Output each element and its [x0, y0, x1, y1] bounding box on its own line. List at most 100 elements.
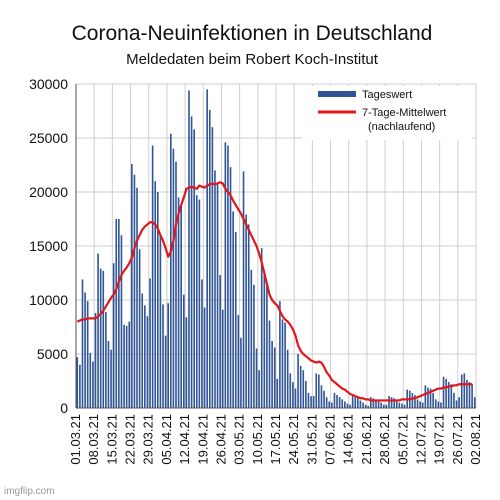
tageswert-bar [310, 396, 312, 408]
tageswert-bar [219, 275, 221, 408]
tageswert-bar [159, 236, 162, 408]
tageswert-bar [367, 405, 370, 408]
tageswert-bar [276, 378, 279, 408]
tageswert-bar [359, 400, 362, 408]
tageswert-bar [460, 374, 463, 408]
tageswert-bar [466, 379, 468, 408]
legend-mittelwert-label-line2: (nachlaufend) [368, 121, 435, 133]
tageswert-bar [421, 402, 424, 408]
x-tick-label: 08.03.21 [86, 414, 101, 465]
tageswert-bar [424, 385, 427, 408]
tageswert-bar [188, 90, 190, 408]
tageswert-bar [247, 224, 250, 408]
tageswert-bar [390, 397, 393, 408]
tageswert-bar [273, 347, 276, 408]
x-tick-label: 05.04.21 [159, 414, 174, 465]
tageswert-bar [198, 199, 201, 408]
tageswert-bar [258, 370, 260, 408]
x-tick-label: 15.03.21 [104, 414, 119, 465]
tageswert-bar [170, 133, 172, 408]
tageswert-bar [385, 404, 388, 408]
x-tick-label: 19.04.21 [195, 414, 210, 465]
tageswert-bar [331, 402, 333, 408]
tageswert-bar [255, 348, 258, 408]
mittelwert-line-layer [76, 181, 473, 402]
tageswert-bar [411, 392, 414, 408]
tageswert-bar [208, 109, 211, 409]
tageswert-bar [242, 171, 245, 408]
tageswert-bar [105, 311, 107, 408]
tageswert-bar [263, 270, 266, 408]
tageswert-bar [89, 352, 92, 408]
tageswert-bar [234, 231, 237, 408]
x-axis-tick-labels: 01.03.21 08.03.21 15.03.21 22.03.21 29.03.21… [68, 414, 483, 465]
legend: Tageswert 7-Tage-Mittelwert (nachlaufend… [302, 86, 472, 140]
chart-title: Corona-Neuinfektionen in Deutschland [72, 22, 433, 45]
tageswert-bar [151, 145, 154, 408]
tageswert-bar [349, 404, 351, 408]
tageswert-bar [447, 382, 450, 408]
tageswert-bar [442, 376, 445, 408]
tageswert-bar [344, 401, 346, 408]
tageswert-bar [305, 381, 307, 408]
tageswert-bar [341, 399, 344, 408]
tageswert-bar [370, 397, 372, 408]
legend-mittelwert-label: 7-Tage-Mittelwert [362, 107, 446, 119]
x-tick-label: 24.05.21 [286, 414, 301, 465]
chart-subtitle: Meldedaten beim Robert Koch-Institut [126, 51, 379, 68]
tageswert-bar [92, 361, 94, 408]
tageswert-bar [201, 279, 203, 408]
x-tick-label: 22.03.21 [123, 414, 138, 465]
tageswert-bar [81, 279, 84, 408]
tageswert-bar [102, 270, 105, 408]
tageswert-bar [193, 129, 195, 409]
tageswert-bar [180, 204, 182, 408]
tageswert-bar [79, 364, 81, 408]
tageswert-bar [427, 387, 429, 408]
tageswert-bar [318, 374, 320, 408]
tageswert-bar [403, 404, 406, 408]
tageswert-bar [432, 392, 434, 408]
tageswert-bar [136, 187, 138, 408]
y-axis-tick-labels: 0 5000 10000 15000 20000 25000 30000 [29, 76, 68, 416]
tageswert-bar [128, 321, 131, 408]
tageswert-bar [115, 219, 118, 408]
tageswert-bar [157, 192, 159, 408]
tageswert-bar [86, 301, 89, 408]
tageswert-bar [468, 382, 471, 408]
x-tick-label: 03.05.21 [232, 414, 247, 465]
tageswert-bar [224, 142, 227, 408]
tageswert-bar [297, 354, 299, 408]
tageswert-bar [167, 303, 170, 408]
tageswert-bar [437, 401, 440, 408]
tageswert-bar [440, 402, 442, 408]
tageswert-bar [266, 284, 268, 408]
x-tick-label: 19.07.21 [432, 414, 447, 465]
tageswert-bar [336, 395, 338, 408]
tageswert-bar [414, 395, 416, 408]
mittelwert-line [76, 181, 473, 402]
x-tick-label: 05.07.21 [395, 414, 410, 465]
tageswert-bar [292, 382, 294, 408]
tageswert-bar [320, 385, 323, 408]
tageswert-bar [177, 197, 180, 408]
tageswert-bar [118, 219, 120, 408]
tageswert-bar [216, 184, 219, 408]
y-tick-label: 5000 [37, 346, 68, 362]
tageswert-bar [445, 378, 447, 408]
tageswert-bar [141, 293, 144, 408]
tageswert-bar [112, 263, 115, 408]
x-tick-label: 07.06.21 [323, 414, 338, 465]
tageswert-bar [190, 116, 193, 409]
watermark: imgflip.com [4, 486, 55, 497]
tageswert-bar [144, 305, 146, 408]
x-tick-label: 17.05.21 [268, 414, 283, 465]
x-tick-label: 01.03.21 [68, 414, 83, 465]
tageswert-bar [388, 396, 390, 408]
tageswert-bar [323, 390, 325, 408]
tageswert-bar [221, 309, 224, 408]
tageswert-bar [214, 170, 216, 408]
x-tick-label: 12.07.21 [413, 414, 428, 465]
tageswert-bar [260, 248, 263, 408]
x-tick-label: 21.06.21 [359, 414, 374, 465]
